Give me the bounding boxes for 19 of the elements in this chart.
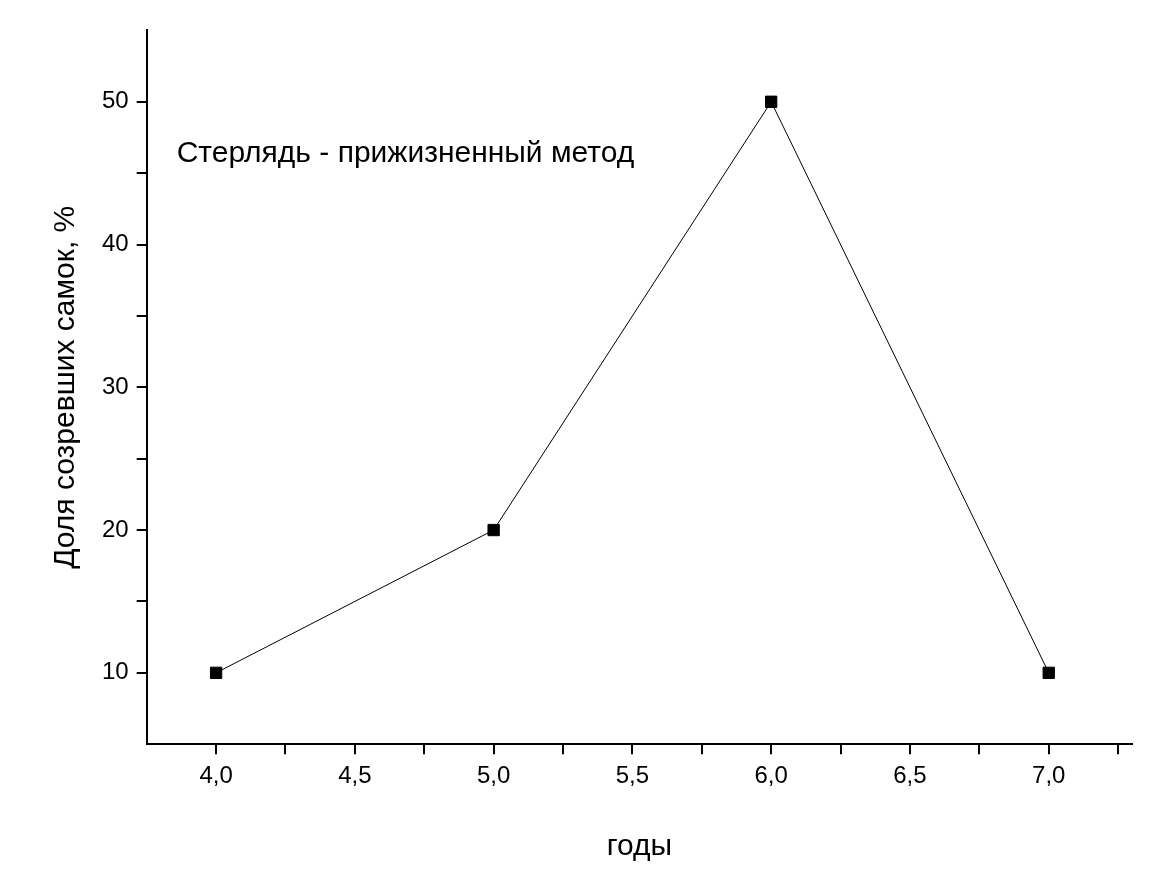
x-tick-label: 4,5 bbox=[338, 761, 372, 789]
y-tick-label: 20 bbox=[101, 514, 129, 542]
point bbox=[209, 666, 223, 679]
y-tick-label: 10 bbox=[101, 657, 129, 685]
x-tick-label: 5,0 bbox=[476, 761, 511, 789]
x-axis-title: годы bbox=[606, 828, 673, 862]
y-axis-title: Доля созревших самок, % bbox=[47, 205, 81, 569]
y-tick-label: 30 bbox=[101, 371, 129, 399]
x-tick-label: 5,5 bbox=[615, 761, 650, 789]
x-tick-label: 7,0 bbox=[1032, 761, 1066, 789]
x-tick-label: 6,0 bbox=[754, 761, 788, 789]
y-tick-label: 40 bbox=[101, 229, 129, 257]
x-tick-label: 4,0 bbox=[199, 761, 233, 789]
x-tick-label: 6,5 bbox=[893, 761, 927, 789]
point bbox=[487, 523, 500, 537]
annotation: Стерлядь - прижизненный метод bbox=[176, 134, 635, 168]
y-tick-label: 50 bbox=[101, 86, 129, 114]
point bbox=[765, 95, 778, 108]
point bbox=[1042, 666, 1055, 679]
